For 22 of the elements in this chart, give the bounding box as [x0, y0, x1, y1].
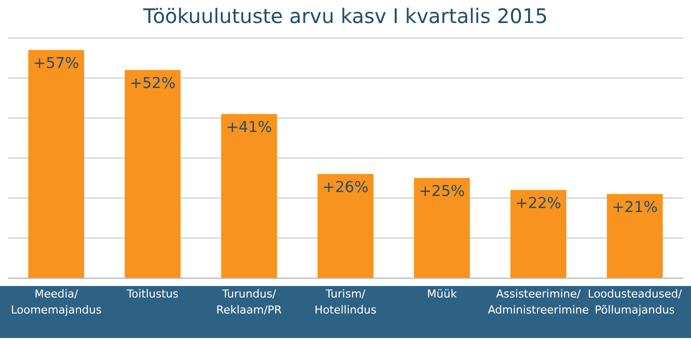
- x-tick-label: Turism/Hotellindus: [314, 288, 377, 316]
- x-tick-label: Müük: [427, 288, 458, 300]
- bar: [414, 178, 470, 278]
- data-label: +26%: [322, 178, 368, 196]
- bar: [318, 174, 374, 278]
- data-label: +52%: [130, 74, 176, 92]
- data-label: +21%: [612, 198, 658, 216]
- x-tick-label: Assisteerimine/Administreerimine: [488, 288, 590, 316]
- x-tick-label: Meedia/Loomemajandus: [10, 288, 102, 316]
- x-tick-label: Turundus/Reklaam/PR: [216, 288, 282, 316]
- data-label: +57%: [33, 54, 80, 72]
- data-label: +22%: [515, 194, 562, 212]
- bar: [606, 194, 663, 278]
- bar: [221, 114, 278, 278]
- chart-title: Töökuulutuste arvu kasv I kvartalis 2015: [142, 4, 548, 28]
- bar: [28, 50, 84, 278]
- x-tick-label: Toitlustus: [126, 288, 179, 300]
- bar: [510, 190, 566, 278]
- data-label: +41%: [226, 118, 272, 136]
- bar: [124, 70, 181, 278]
- x-tick-label: Loodusteadused/Põllumajandus: [588, 288, 682, 316]
- data-label: +25%: [418, 182, 465, 200]
